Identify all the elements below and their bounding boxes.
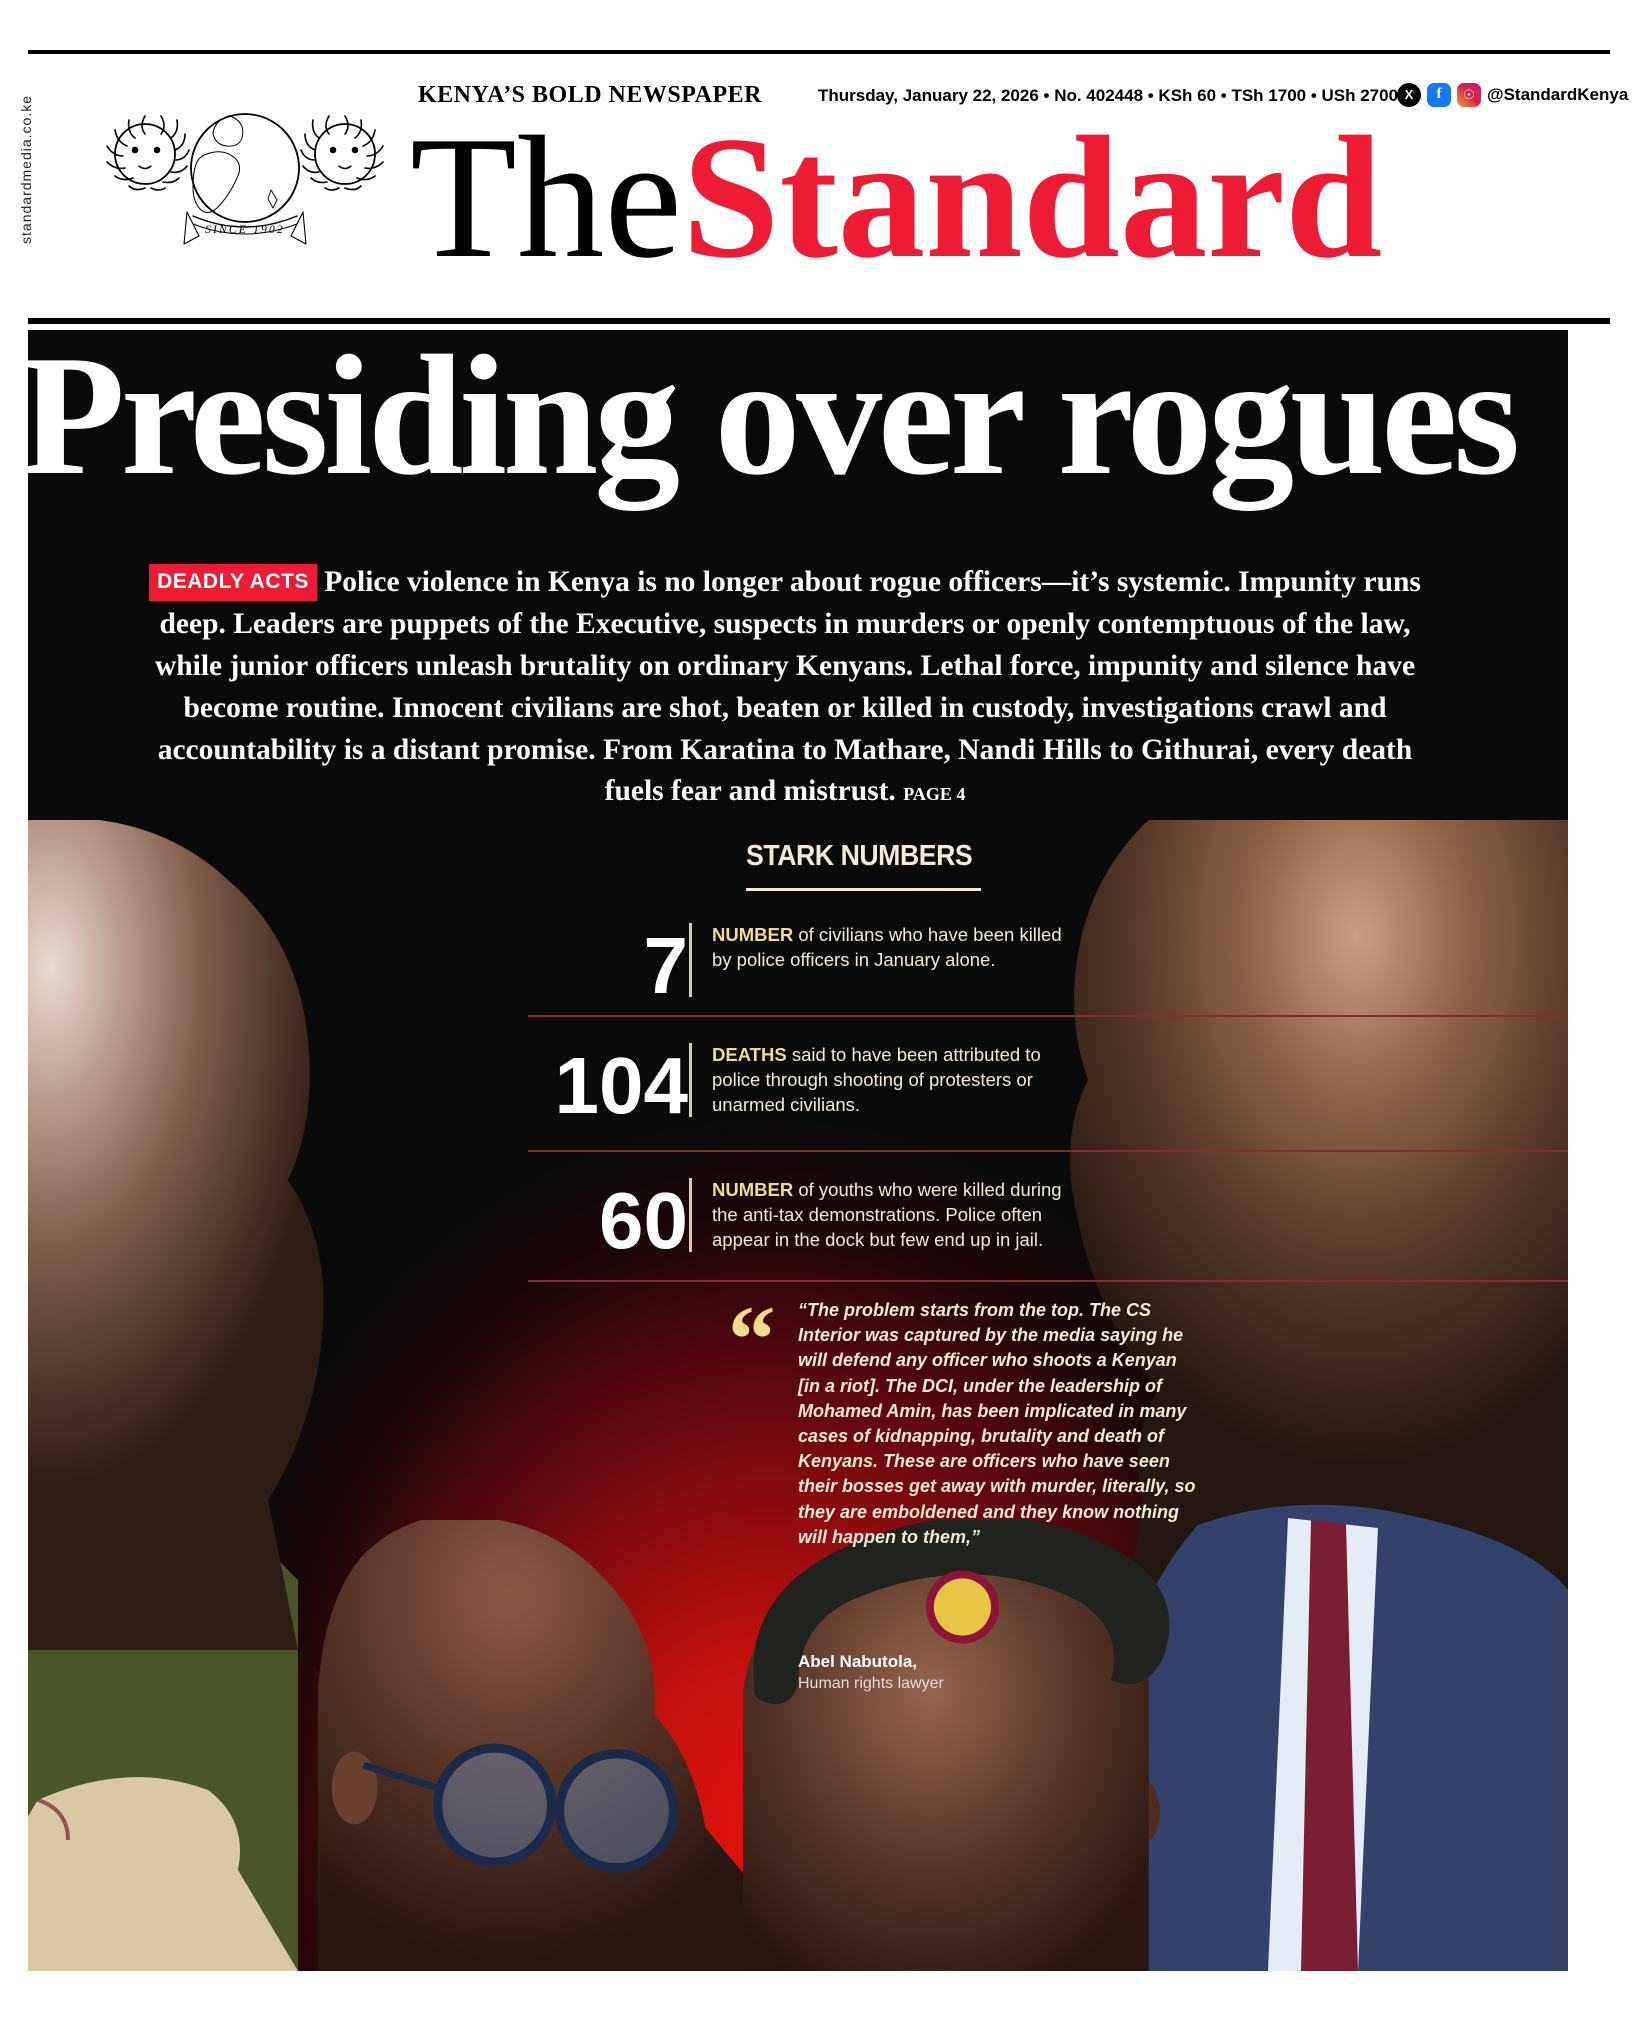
svg-text:SINCE 1902: SINCE 1902 [205,224,285,236]
